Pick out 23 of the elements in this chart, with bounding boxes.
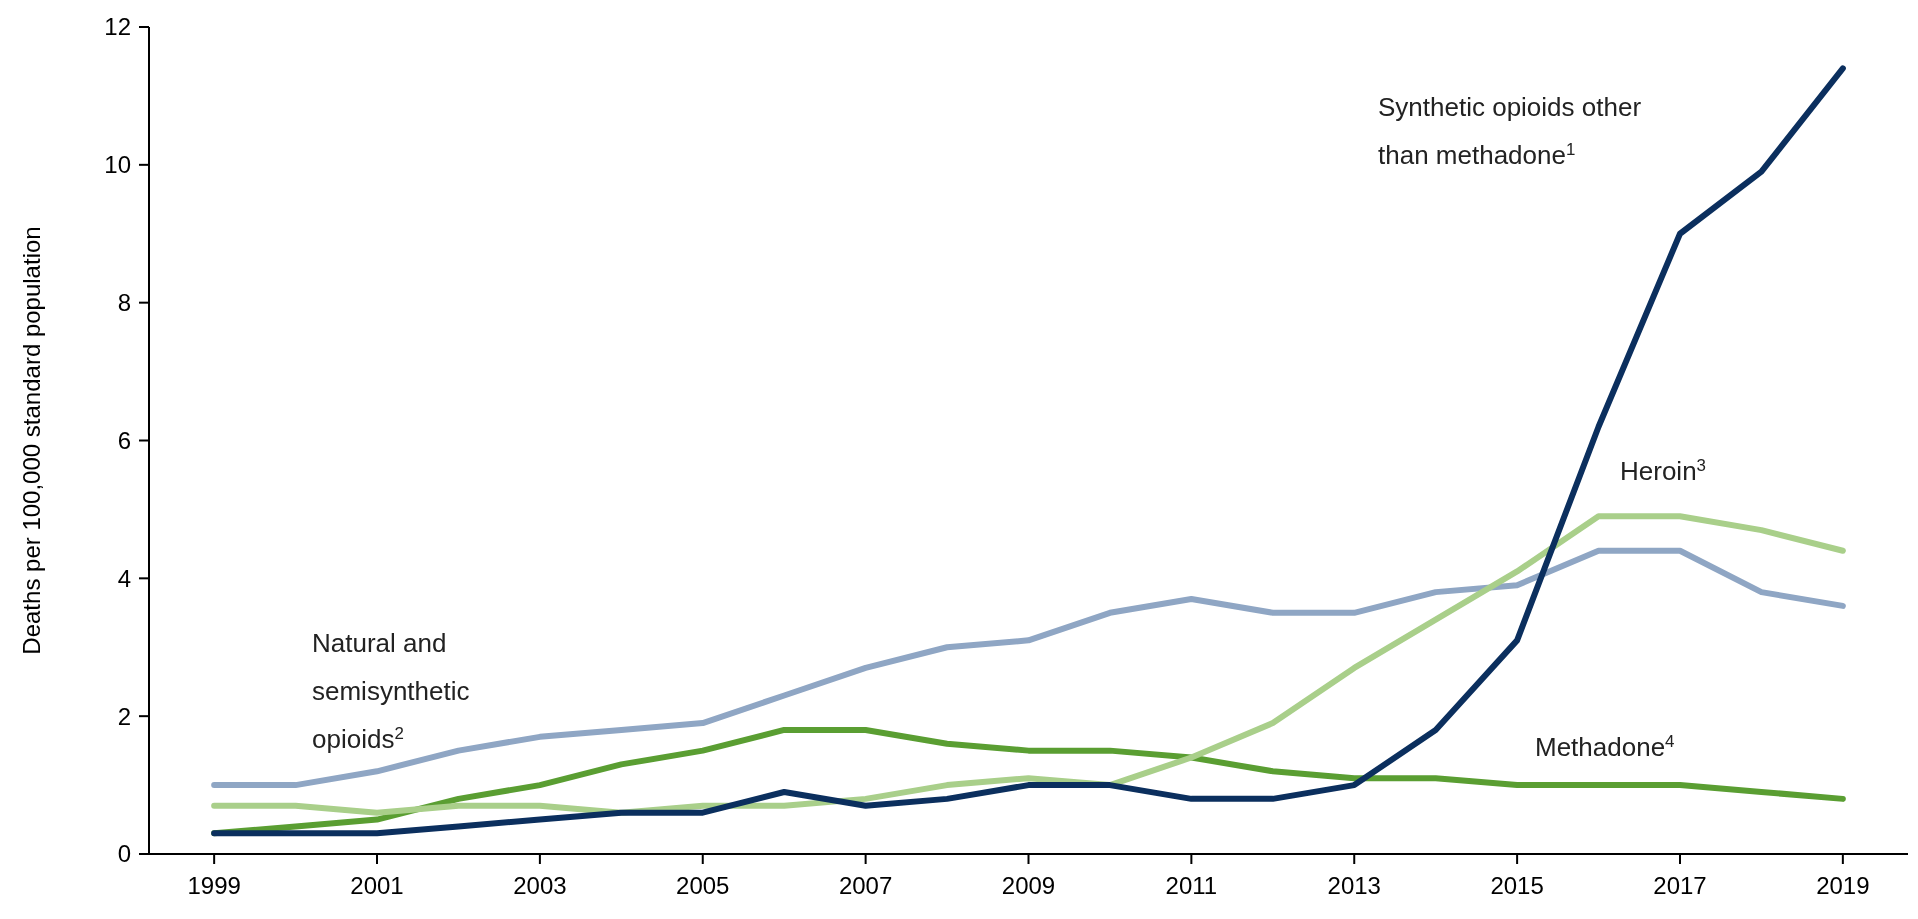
text: Synthetic opioids other than methadone$^{1}$ [1378, 92, 1642, 170]
x-tick-label: 2019 [1816, 872, 1870, 899]
y-tick-label: 4 [117, 564, 131, 592]
series-label: Heroin$^{3}$ [1620, 455, 1706, 486]
x-tick-label: 2001 [350, 872, 404, 899]
series-label: Natural and semisynthetic opioids$^{2}$ [312, 628, 470, 754]
x-tick-label: 2011 [1165, 872, 1218, 899]
x-tick-label: 2007 [838, 872, 893, 899]
y-tick-label: 0 [117, 840, 131, 868]
x-tick-label: 2013 [1327, 872, 1381, 899]
x-tick-label: 2009 [1001, 872, 1056, 899]
series-label: Methadone$^{4}$ [1535, 731, 1675, 762]
x-tick-label: 1999 [187, 872, 241, 899]
y-tick-label: 12 [104, 13, 131, 41]
y-axis-title: Deaths per 100,000 standard population [18, 226, 45, 655]
x-tick-label: 2003 [513, 872, 567, 899]
x-tick-label: 2015 [1490, 872, 1544, 899]
y-tick-label: 10 [104, 151, 131, 179]
x-tick-label: 2005 [676, 872, 730, 899]
y-tick-label: 8 [117, 289, 131, 317]
x-tick-label: 2017 [1653, 872, 1707, 899]
y-tick-label: 2 [117, 702, 131, 730]
y-tick-label: 6 [117, 426, 131, 454]
